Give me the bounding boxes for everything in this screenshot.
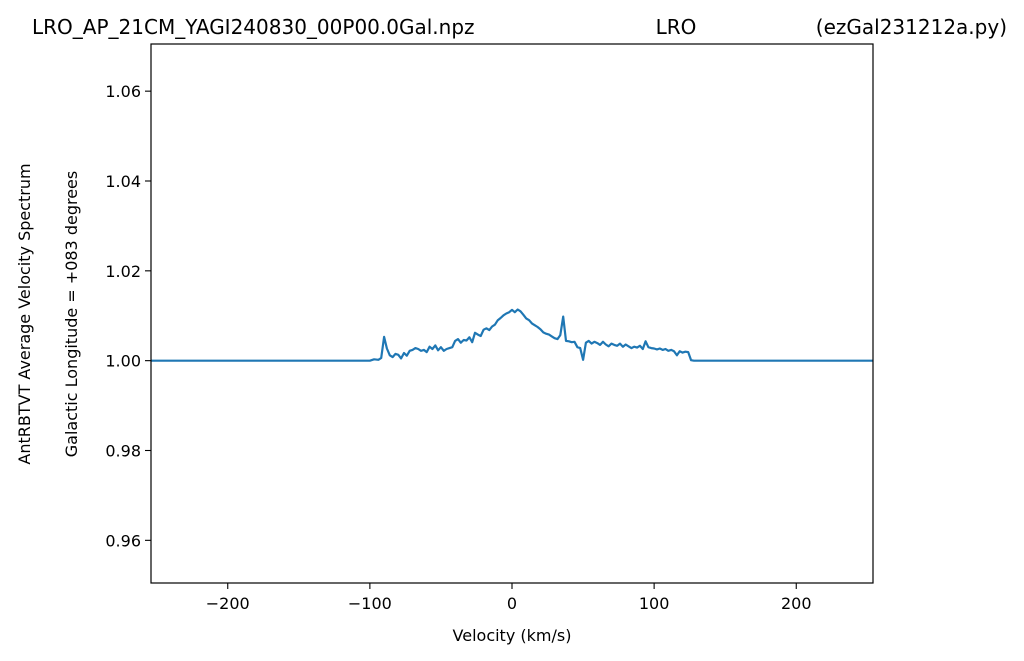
x-tick-label: 200 <box>781 594 812 613</box>
y-tick-label: 1.02 <box>105 262 141 281</box>
x-axis: −200 −100 0 100 200 <box>206 583 812 613</box>
chart-title-observatory: LRO <box>656 15 697 39</box>
x-tick-label: 0 <box>507 594 517 613</box>
y-tick-label: 1.00 <box>105 352 141 371</box>
y-tick-label: 0.98 <box>105 441 141 460</box>
x-tick-label: −200 <box>206 594 250 613</box>
y-tick-label: 0.96 <box>105 531 141 550</box>
y-tick-label: 1.04 <box>105 172 141 191</box>
x-tick-label: 100 <box>639 594 670 613</box>
x-axis-label: Velocity (km/s) <box>453 626 572 645</box>
y-axis-label-line-1: AntRBTVT Average Velocity Spectrum <box>15 163 34 464</box>
y-axis-label-line-2: Galactic Longitude = +083 degrees <box>62 171 81 457</box>
chart-title-filename: LRO_AP_21CM_YAGI240830_00P00.0Gal.npz <box>32 15 475 39</box>
x-tick-label: −100 <box>348 594 392 613</box>
plot-frame <box>150 43 874 584</box>
chart-title-script: (ezGal231212a.py) <box>816 15 1007 39</box>
y-tick-label: 1.06 <box>105 82 141 101</box>
y-axis: 0.96 0.98 1.00 1.02 1.04 1.06 <box>105 82 151 550</box>
plot-area <box>150 43 874 584</box>
series-line <box>151 308 873 362</box>
